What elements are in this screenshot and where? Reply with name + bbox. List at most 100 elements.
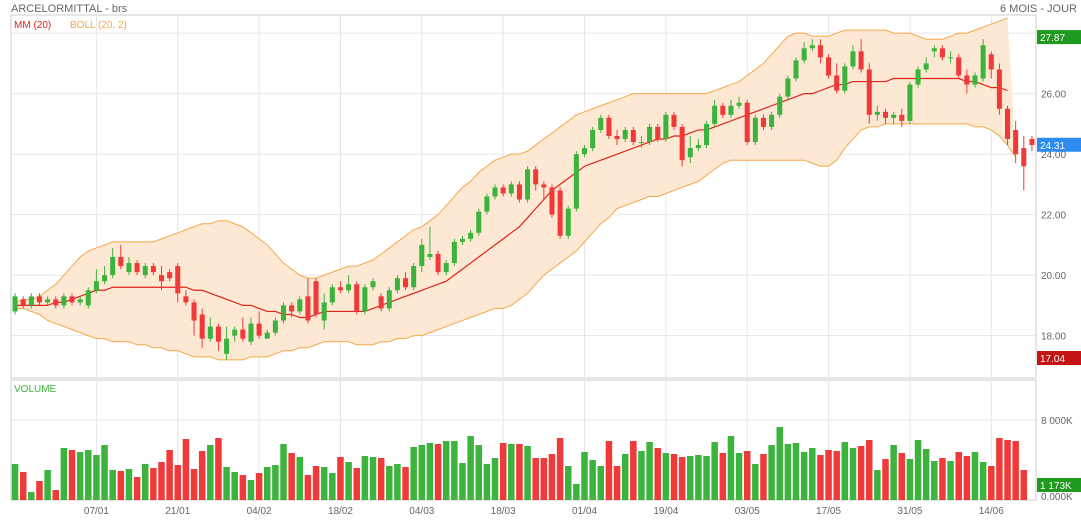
candle: [305, 278, 311, 324]
candle-body: [110, 257, 116, 276]
candle-body: [533, 169, 539, 185]
candle: [720, 102, 726, 118]
bollinger-fill: [15, 18, 1016, 360]
candle-body: [484, 196, 490, 212]
volume-bar: [687, 456, 694, 500]
volume-bar: [337, 457, 344, 500]
candle-body: [850, 51, 856, 67]
volume-tick-label: 0.000K: [1041, 492, 1073, 503]
candle-body: [69, 296, 75, 303]
candle: [728, 99, 734, 118]
candle: [891, 111, 897, 124]
candle-body: [199, 314, 205, 339]
candle-body: [939, 48, 945, 58]
candle-body: [712, 105, 718, 124]
candle: [183, 290, 189, 306]
candle: [785, 75, 791, 100]
candle-body: [736, 102, 742, 106]
candle-body: [191, 302, 197, 321]
volume-bar: [60, 448, 68, 500]
x-tick-label: 03/05: [735, 506, 760, 517]
candle-body: [785, 78, 791, 97]
candle: [687, 136, 693, 164]
volume-bar: [223, 467, 230, 500]
candle-body: [102, 275, 108, 282]
candle-body: [744, 102, 750, 143]
high-price-badge-text: 27.87: [1040, 33, 1065, 44]
candle: [614, 129, 620, 146]
volume-bar: [44, 470, 51, 500]
candle-body: [573, 154, 579, 209]
candle: [581, 145, 588, 158]
candle: [525, 166, 531, 203]
volume-bar: [483, 464, 491, 500]
candle-body: [362, 287, 368, 312]
candle-body: [687, 148, 693, 158]
candle-body: [232, 329, 238, 336]
candle: [508, 181, 514, 197]
candle: [492, 184, 498, 200]
volume-bar: [312, 466, 320, 500]
candle: [126, 257, 132, 276]
candle-body: [817, 45, 823, 58]
legend-boll: BOLL (20, 2): [70, 20, 127, 31]
candle: [695, 139, 701, 152]
volume-bar: [979, 462, 987, 500]
candle-body: [760, 117, 767, 127]
candle-body: [541, 184, 547, 188]
price-tick-label: 20.00: [1041, 271, 1066, 282]
candle: [565, 205, 571, 239]
candle: [403, 272, 409, 291]
bollinger-upper: [14, 17, 1008, 303]
candle-body: [411, 266, 417, 288]
volume-bar: [467, 436, 474, 500]
x-tick-label: 17/05: [816, 506, 841, 517]
volume-bar: [874, 470, 881, 500]
volume-bar: [508, 444, 515, 500]
candle: [736, 96, 742, 109]
candle-body: [370, 281, 376, 288]
candle: [809, 39, 815, 52]
volume-bar: [215, 438, 222, 500]
candle: [923, 57, 929, 73]
candle-body: [12, 296, 18, 312]
candle-body: [858, 51, 864, 70]
candle: [53, 296, 59, 309]
candle: [988, 51, 994, 79]
candle-body: [866, 69, 872, 115]
x-tick-label: 04/02: [247, 506, 272, 517]
candle-body: [305, 296, 311, 321]
price-tick-label: 18.00: [1041, 332, 1066, 343]
candle-body: [752, 117, 758, 143]
volume-bar: [540, 458, 548, 500]
volume-bar: [361, 456, 369, 500]
candle: [541, 181, 547, 200]
candle: [61, 293, 67, 309]
candle: [297, 296, 303, 315]
candle-body: [525, 169, 531, 200]
candle-body: [313, 281, 319, 315]
volume-bar: [516, 444, 523, 500]
candle: [500, 184, 506, 197]
volume-bar: [451, 441, 458, 500]
candle: [264, 329, 270, 339]
candle: [435, 250, 441, 276]
candle-body: [248, 323, 254, 342]
candle: [793, 57, 799, 82]
x-tick-label: 18/02: [328, 506, 353, 517]
candle: [590, 126, 596, 152]
candle: [663, 111, 669, 143]
candle: [826, 54, 832, 79]
volume-bar: [125, 469, 133, 500]
candle-body: [891, 114, 897, 118]
volume-bar: [857, 446, 865, 500]
candle: [240, 317, 246, 342]
candle-body: [1005, 108, 1011, 140]
candle-body: [557, 190, 563, 236]
volume-bar: [613, 466, 621, 500]
period-selector[interactable]: 6 MOIS - JOUR: [999, 3, 1077, 15]
volume-bar: [865, 440, 873, 500]
volume-bar: [621, 454, 629, 500]
x-tick-label: 31/05: [897, 506, 922, 517]
